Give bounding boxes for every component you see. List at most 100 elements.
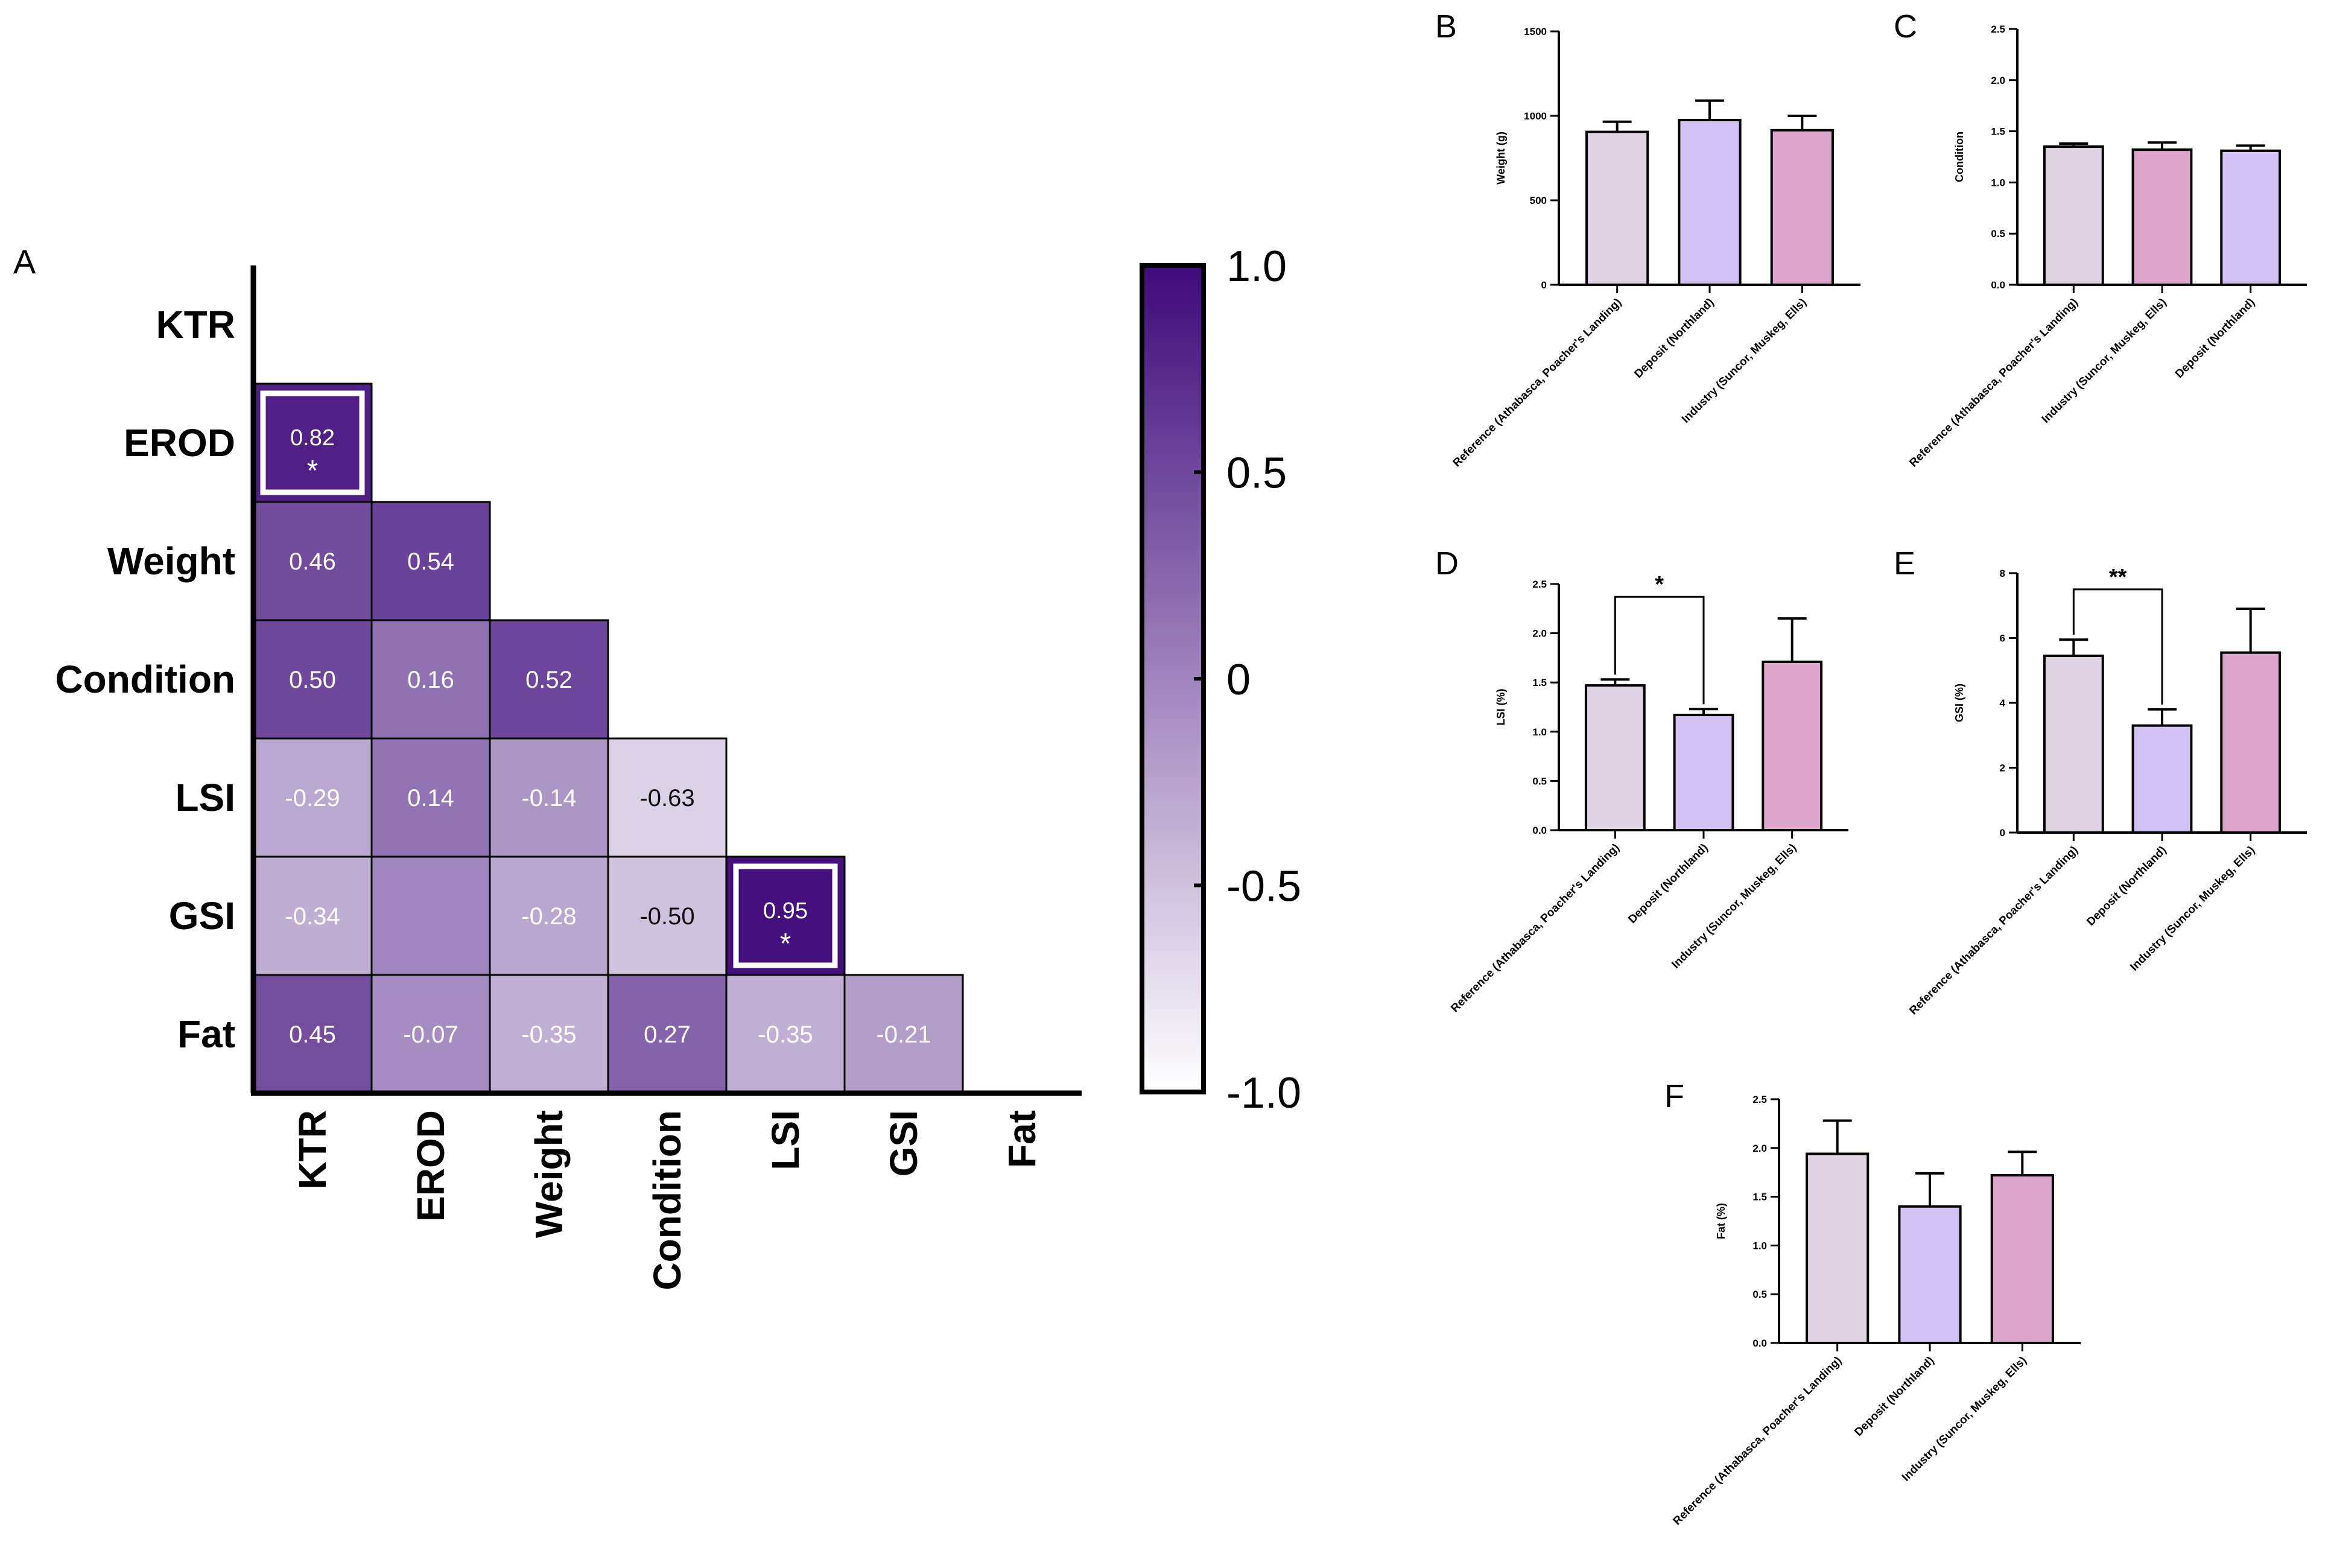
heat-value-label: 0.45 — [289, 1021, 336, 1048]
significance-frame — [260, 390, 365, 495]
y-tick-label: 0.5 — [1991, 228, 2005, 240]
row-label-weight: Weight — [107, 539, 235, 583]
colorbar-tick-label: -0.5 — [1226, 863, 1301, 911]
significance-star: ** — [2109, 565, 2127, 590]
bar-chart-d: D 0.0 0.5 1.0 1.5 2.0 2.5 LSI (%) Reference (Ath… — [1435, 545, 1848, 1015]
heat-cell-fat-condition — [607, 974, 728, 1094]
colorbar-tick-label: 0 — [1226, 656, 1251, 704]
panel-label-e: E — [1894, 545, 1915, 582]
heat-cell-fat-erod — [370, 974, 491, 1094]
y-axis-label: Fat (%) — [1715, 1203, 1727, 1239]
heat-value-label: -0.07 — [403, 1021, 458, 1048]
panel-label-d: D — [1435, 545, 1459, 582]
y-tick-label: 1.0 — [1991, 177, 2005, 188]
y-axis-label: LSI (%) — [1495, 688, 1507, 725]
x-tick-label: Reference (Athabasca, Poacher's Landing) — [1671, 1354, 1845, 1528]
panel-label-a: A — [13, 243, 36, 281]
bar-industry-suncor-muskeg-ells — [2220, 651, 2282, 834]
heat-cell-weight-ktr — [252, 501, 373, 621]
y-axis-label: GSI (%) — [1953, 684, 1965, 722]
x-tick-label: Reference (Athabasca, Poacher's Landing) — [1907, 296, 2081, 470]
heat-value-label: -0.34 — [285, 903, 340, 930]
x-tick-label: Deposit (Northland) — [1852, 1354, 1936, 1439]
heat-cell-gsi-ktr — [252, 855, 373, 976]
y-tick-label: 1.5 — [1752, 1192, 1767, 1203]
y-tick-label: 0.5 — [1532, 775, 1547, 787]
heat-value-label: 0.27 — [644, 1021, 691, 1048]
bar-reference-athabasca-poacher-s-landing — [1585, 130, 1649, 286]
bar-industry-suncor-muskeg-ells — [1770, 129, 1834, 287]
y-tick-label: 2.5 — [1532, 579, 1547, 590]
y-tick-label: 0.0 — [1991, 279, 2005, 291]
y-axis-label: Condition — [1953, 132, 1965, 182]
heat-cell-fat-weight — [489, 974, 609, 1094]
x-tick-label: Reference (Athabasca, Poacher's Landing) — [1451, 296, 1625, 470]
col-label-lsi: LSI — [764, 1110, 807, 1170]
bar-deposit-northland — [1673, 714, 1734, 832]
heat-value-label: -0.35 — [758, 1021, 813, 1048]
bar-chart-f: F 0.0 0.5 1.0 1.5 2.0 2.5 Fat (%) Reference (Ath… — [1664, 1078, 2081, 1528]
heat-cell-lsi-weight — [489, 737, 609, 858]
significance-star: * — [1655, 572, 1664, 597]
heatmap-cells: 0.82 * 0.46 0.54 0.50 0.16 0.52 -0.29 0.14 -0.14 -… — [252, 382, 964, 1094]
bar-panels: B 0 500 1000 1500 Weight (g) Reference (Athaba… — [1435, 8, 2307, 1528]
y-tick-label: 6 — [2000, 633, 2005, 644]
y-tick-label: 1000 — [1524, 110, 1547, 122]
heat-value-label: 0.52 — [525, 667, 572, 693]
significance-star: * — [780, 928, 791, 960]
row-label-lsi: LSI — [175, 776, 235, 819]
bar-reference-athabasca-poacher-s-landing — [2043, 655, 2104, 834]
row-label-fat: Fat — [177, 1012, 235, 1056]
correlation-heatmap: A 0.82*0.46 0.540.50 0.16 0.52-0.29 0.14 -0.1… — [13, 243, 1301, 1290]
colorbar-tick-label: 0.5 — [1226, 449, 1287, 498]
bar-reference-athabasca-poacher-s-landing — [1584, 684, 1646, 831]
bar-deposit-northland — [2131, 724, 2193, 834]
bar-deposit-northland — [2220, 149, 2282, 286]
y-tick-label: 2.0 — [1532, 628, 1547, 640]
heat-cell-gsi-condition — [607, 855, 728, 976]
bar-industry-suncor-muskeg-ells — [2131, 148, 2193, 286]
y-tick-label: 2.5 — [1991, 24, 2005, 35]
col-label-condition: Condition — [645, 1110, 689, 1290]
significance-bracket — [1614, 595, 1705, 705]
col-label-erod: EROD — [409, 1110, 452, 1222]
y-tick-label: 2.0 — [1991, 75, 2005, 86]
heat-value-label: -0.21 — [876, 1021, 931, 1048]
heat-value-label: -0.35 — [521, 1021, 576, 1048]
heatmap-col-labels: KTR EROD Weight Condition LSI GSI Fat — [291, 1110, 1044, 1290]
colorbar-tick-label: -1.0 — [1226, 1069, 1301, 1117]
y-tick-label: 1.5 — [1532, 677, 1547, 688]
heat-cell-lsi-condition — [607, 737, 728, 858]
bar-deposit-northland — [1898, 1205, 1962, 1345]
col-label-gsi: GSI — [882, 1110, 925, 1176]
heat-cell-gsi-lsi — [725, 855, 846, 976]
panel-label-c: C — [1894, 8, 1917, 45]
bar-deposit-northland — [1678, 119, 1742, 286]
heat-value-label: -0.14 — [521, 785, 576, 811]
y-tick-label: 2.0 — [1752, 1143, 1767, 1154]
heat-cell-gsi-erod — [370, 855, 491, 976]
row-label-erod: EROD — [124, 421, 235, 465]
bar-chart-b: B 0 500 1000 1500 Weight (g) Reference (Athaba… — [1435, 8, 1860, 469]
bar-reference-athabasca-poacher-s-landing — [1806, 1152, 1870, 1344]
heat-value-label: 0.95 — [763, 898, 808, 924]
x-tick-label: Deposit (Northland) — [1626, 842, 1710, 926]
heat-cell-condition-weight — [489, 619, 609, 740]
panel-label-b: B — [1435, 8, 1457, 45]
colorbar-tick-label: 1.0 — [1226, 243, 1287, 291]
y-tick-label: 1.5 — [1991, 126, 2005, 138]
x-tick-label: Reference (Athabasca, Poacher's Landing) — [1448, 842, 1622, 1015]
heat-value-label: 0.50 — [289, 667, 336, 693]
heat-cell-gsi-weight — [489, 855, 609, 976]
y-axis-label: Weight (g) — [1495, 132, 1507, 185]
heat-value-label: -0.28 — [521, 903, 576, 930]
y-tick-label: 4 — [2000, 697, 2006, 709]
y-tick-label: 0.5 — [1752, 1289, 1767, 1300]
panel-label-f: F — [1664, 1078, 1684, 1114]
heat-value-label: 0.82 — [290, 425, 335, 451]
y-tick-label: 2.5 — [1752, 1094, 1767, 1105]
heat-cell-fat-gsi — [843, 974, 964, 1094]
y-tick-label: 0 — [1541, 279, 1547, 291]
x-tick-label: Deposit (Northland) — [1632, 296, 1716, 381]
